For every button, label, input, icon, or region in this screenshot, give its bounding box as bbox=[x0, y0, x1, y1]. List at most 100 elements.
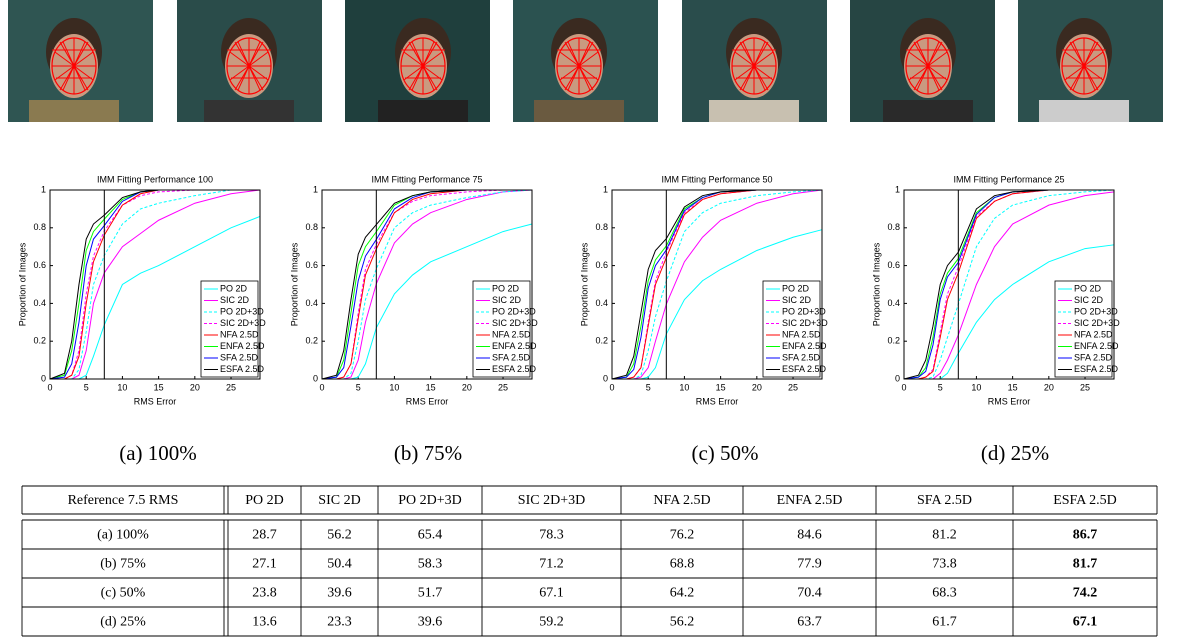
table-header-cell: SIC 2D+3D bbox=[518, 493, 585, 508]
mesh-outline bbox=[1061, 37, 1107, 95]
legend-label: PO 2D+3D bbox=[782, 306, 826, 316]
table-row-label: (c) 50% bbox=[101, 586, 146, 601]
x-tick-label: 15 bbox=[426, 382, 436, 392]
x-tick-label: 0 bbox=[609, 382, 614, 392]
x-tick-label: 10 bbox=[389, 382, 399, 392]
fitted-mesh bbox=[1062, 38, 1106, 94]
table-cell: 78.3 bbox=[539, 528, 564, 543]
y-tick-label: 1 bbox=[603, 184, 608, 194]
face-photo bbox=[682, 0, 827, 122]
x-tick-label: 20 bbox=[1044, 382, 1054, 392]
results-table: Reference 7.5 RMS PO 2D SIC 2D PO 2D+3D SIC … bbox=[21, 485, 1158, 637]
y-tick-label: 1 bbox=[313, 184, 318, 194]
table-cell: 84.6 bbox=[797, 528, 822, 543]
table-row-label: (b) 75% bbox=[100, 557, 146, 572]
table-cell: 56.2 bbox=[327, 528, 352, 543]
x-tick-label: 15 bbox=[154, 382, 164, 392]
x-tick-label: 25 bbox=[226, 382, 236, 392]
legend-label: SIC 2D bbox=[220, 295, 250, 305]
table-header-cell: ESFA 2.5D bbox=[1053, 493, 1117, 508]
table-header-cell: NFA 2.5D bbox=[653, 493, 710, 508]
plot-frame bbox=[903, 189, 1115, 380]
y-tick-label: 0.4 bbox=[887, 298, 900, 308]
legend-box bbox=[762, 280, 821, 378]
x-tick-label: 0 bbox=[47, 382, 52, 392]
mesh-outline bbox=[51, 37, 97, 95]
legend-label: NFA 2.5D bbox=[1074, 329, 1113, 339]
table-header-cell: PO 2D bbox=[245, 493, 284, 508]
x-tick-label: 25 bbox=[498, 382, 508, 392]
legend-label: SFA 2.5D bbox=[1074, 352, 1113, 362]
x-tick-label: 20 bbox=[190, 382, 200, 392]
table-cell: 64.2 bbox=[670, 586, 695, 601]
fitted-mesh bbox=[732, 38, 776, 94]
table-cell: 86.7 bbox=[1073, 528, 1098, 543]
table-cell: 81.7 bbox=[1073, 557, 1098, 572]
table-cell: 68.3 bbox=[932, 586, 957, 601]
table-cell: 70.4 bbox=[797, 586, 822, 601]
chart: IMM Fitting Performance 75 RMS Error Propo… bbox=[289, 174, 538, 406]
legend-label: SIC 2D+3D bbox=[1074, 318, 1120, 328]
y-axis-label: Proportion of Images bbox=[871, 242, 881, 326]
legend-label: SIC 2D bbox=[782, 295, 812, 305]
y-tick-label: 0 bbox=[313, 373, 318, 383]
torso bbox=[709, 100, 799, 122]
mesh-outline bbox=[556, 37, 602, 95]
legend-label: ESFA 2.5D bbox=[492, 364, 537, 374]
table-cell: 61.7 bbox=[932, 615, 957, 630]
table-cell: 67.1 bbox=[1073, 615, 1098, 630]
legend-label: PO 2D+3D bbox=[492, 306, 536, 316]
y-tick-label: 0 bbox=[41, 373, 46, 383]
table-cell: 56.2 bbox=[670, 615, 695, 630]
legend-label: ESFA 2.5D bbox=[1074, 364, 1119, 374]
x-tick-label: 5 bbox=[84, 382, 89, 392]
table-cell: 68.8 bbox=[670, 557, 695, 572]
legend-label: PO 2D bbox=[492, 283, 520, 293]
table-cell: 73.8 bbox=[932, 557, 957, 572]
legend-box bbox=[472, 280, 531, 378]
legend-label: PO 2D+3D bbox=[220, 306, 264, 316]
x-axis-label: RMS Error bbox=[696, 396, 739, 406]
legend-label: SFA 2.5D bbox=[492, 352, 531, 362]
legend-label: NFA 2.5D bbox=[220, 329, 259, 339]
chart: IMM Fitting Performance 50 RMS Error Propo… bbox=[579, 174, 828, 406]
y-tick-label: 0.4 bbox=[305, 298, 318, 308]
fitted-mesh bbox=[557, 38, 601, 94]
torso bbox=[29, 100, 119, 122]
y-tick-label: 0.8 bbox=[887, 222, 900, 232]
fitted-mesh bbox=[401, 38, 445, 94]
table-cell: 81.2 bbox=[932, 528, 957, 543]
legend-label: PO 2D bbox=[220, 283, 248, 293]
legend-label: SFA 2.5D bbox=[782, 352, 821, 362]
legend-label: SIC 2D+3D bbox=[220, 318, 266, 328]
y-axis-label: Proportion of Images bbox=[289, 242, 299, 326]
legend-label: NFA 2.5D bbox=[782, 329, 821, 339]
chart-title: IMM Fitting Performance 50 bbox=[661, 174, 772, 184]
x-tick-label: 20 bbox=[462, 382, 472, 392]
y-tick-label: 1 bbox=[895, 184, 900, 194]
torso bbox=[883, 100, 973, 122]
x-axis-label: RMS Error bbox=[406, 396, 449, 406]
legend-label: ENFA 2.5D bbox=[220, 341, 265, 351]
y-tick-label: 0.6 bbox=[305, 260, 318, 270]
table-cell: 39.6 bbox=[327, 586, 352, 601]
face-photo bbox=[1018, 0, 1163, 122]
table-header-cell: SFA 2.5D bbox=[917, 493, 972, 508]
plot-frame bbox=[49, 189, 261, 380]
fitted-mesh bbox=[906, 38, 950, 94]
mesh-outline bbox=[905, 37, 951, 95]
y-tick-label: 1 bbox=[41, 184, 46, 194]
chart-title: IMM Fitting Performance 25 bbox=[953, 174, 1064, 184]
subfigure-caption: (c) 50% bbox=[691, 441, 758, 465]
table-row-label: (d) 25% bbox=[100, 615, 146, 630]
table-cell: 74.2 bbox=[1073, 586, 1098, 601]
y-axis-label: Proportion of Images bbox=[579, 242, 589, 326]
x-tick-label: 20 bbox=[752, 382, 762, 392]
x-axis-label: RMS Error bbox=[988, 396, 1031, 406]
y-tick-label: 0.2 bbox=[595, 336, 608, 346]
plot-frame bbox=[611, 189, 823, 380]
y-tick-label: 0.2 bbox=[33, 336, 46, 346]
x-tick-label: 0 bbox=[319, 382, 324, 392]
x-tick-label: 15 bbox=[1008, 382, 1018, 392]
